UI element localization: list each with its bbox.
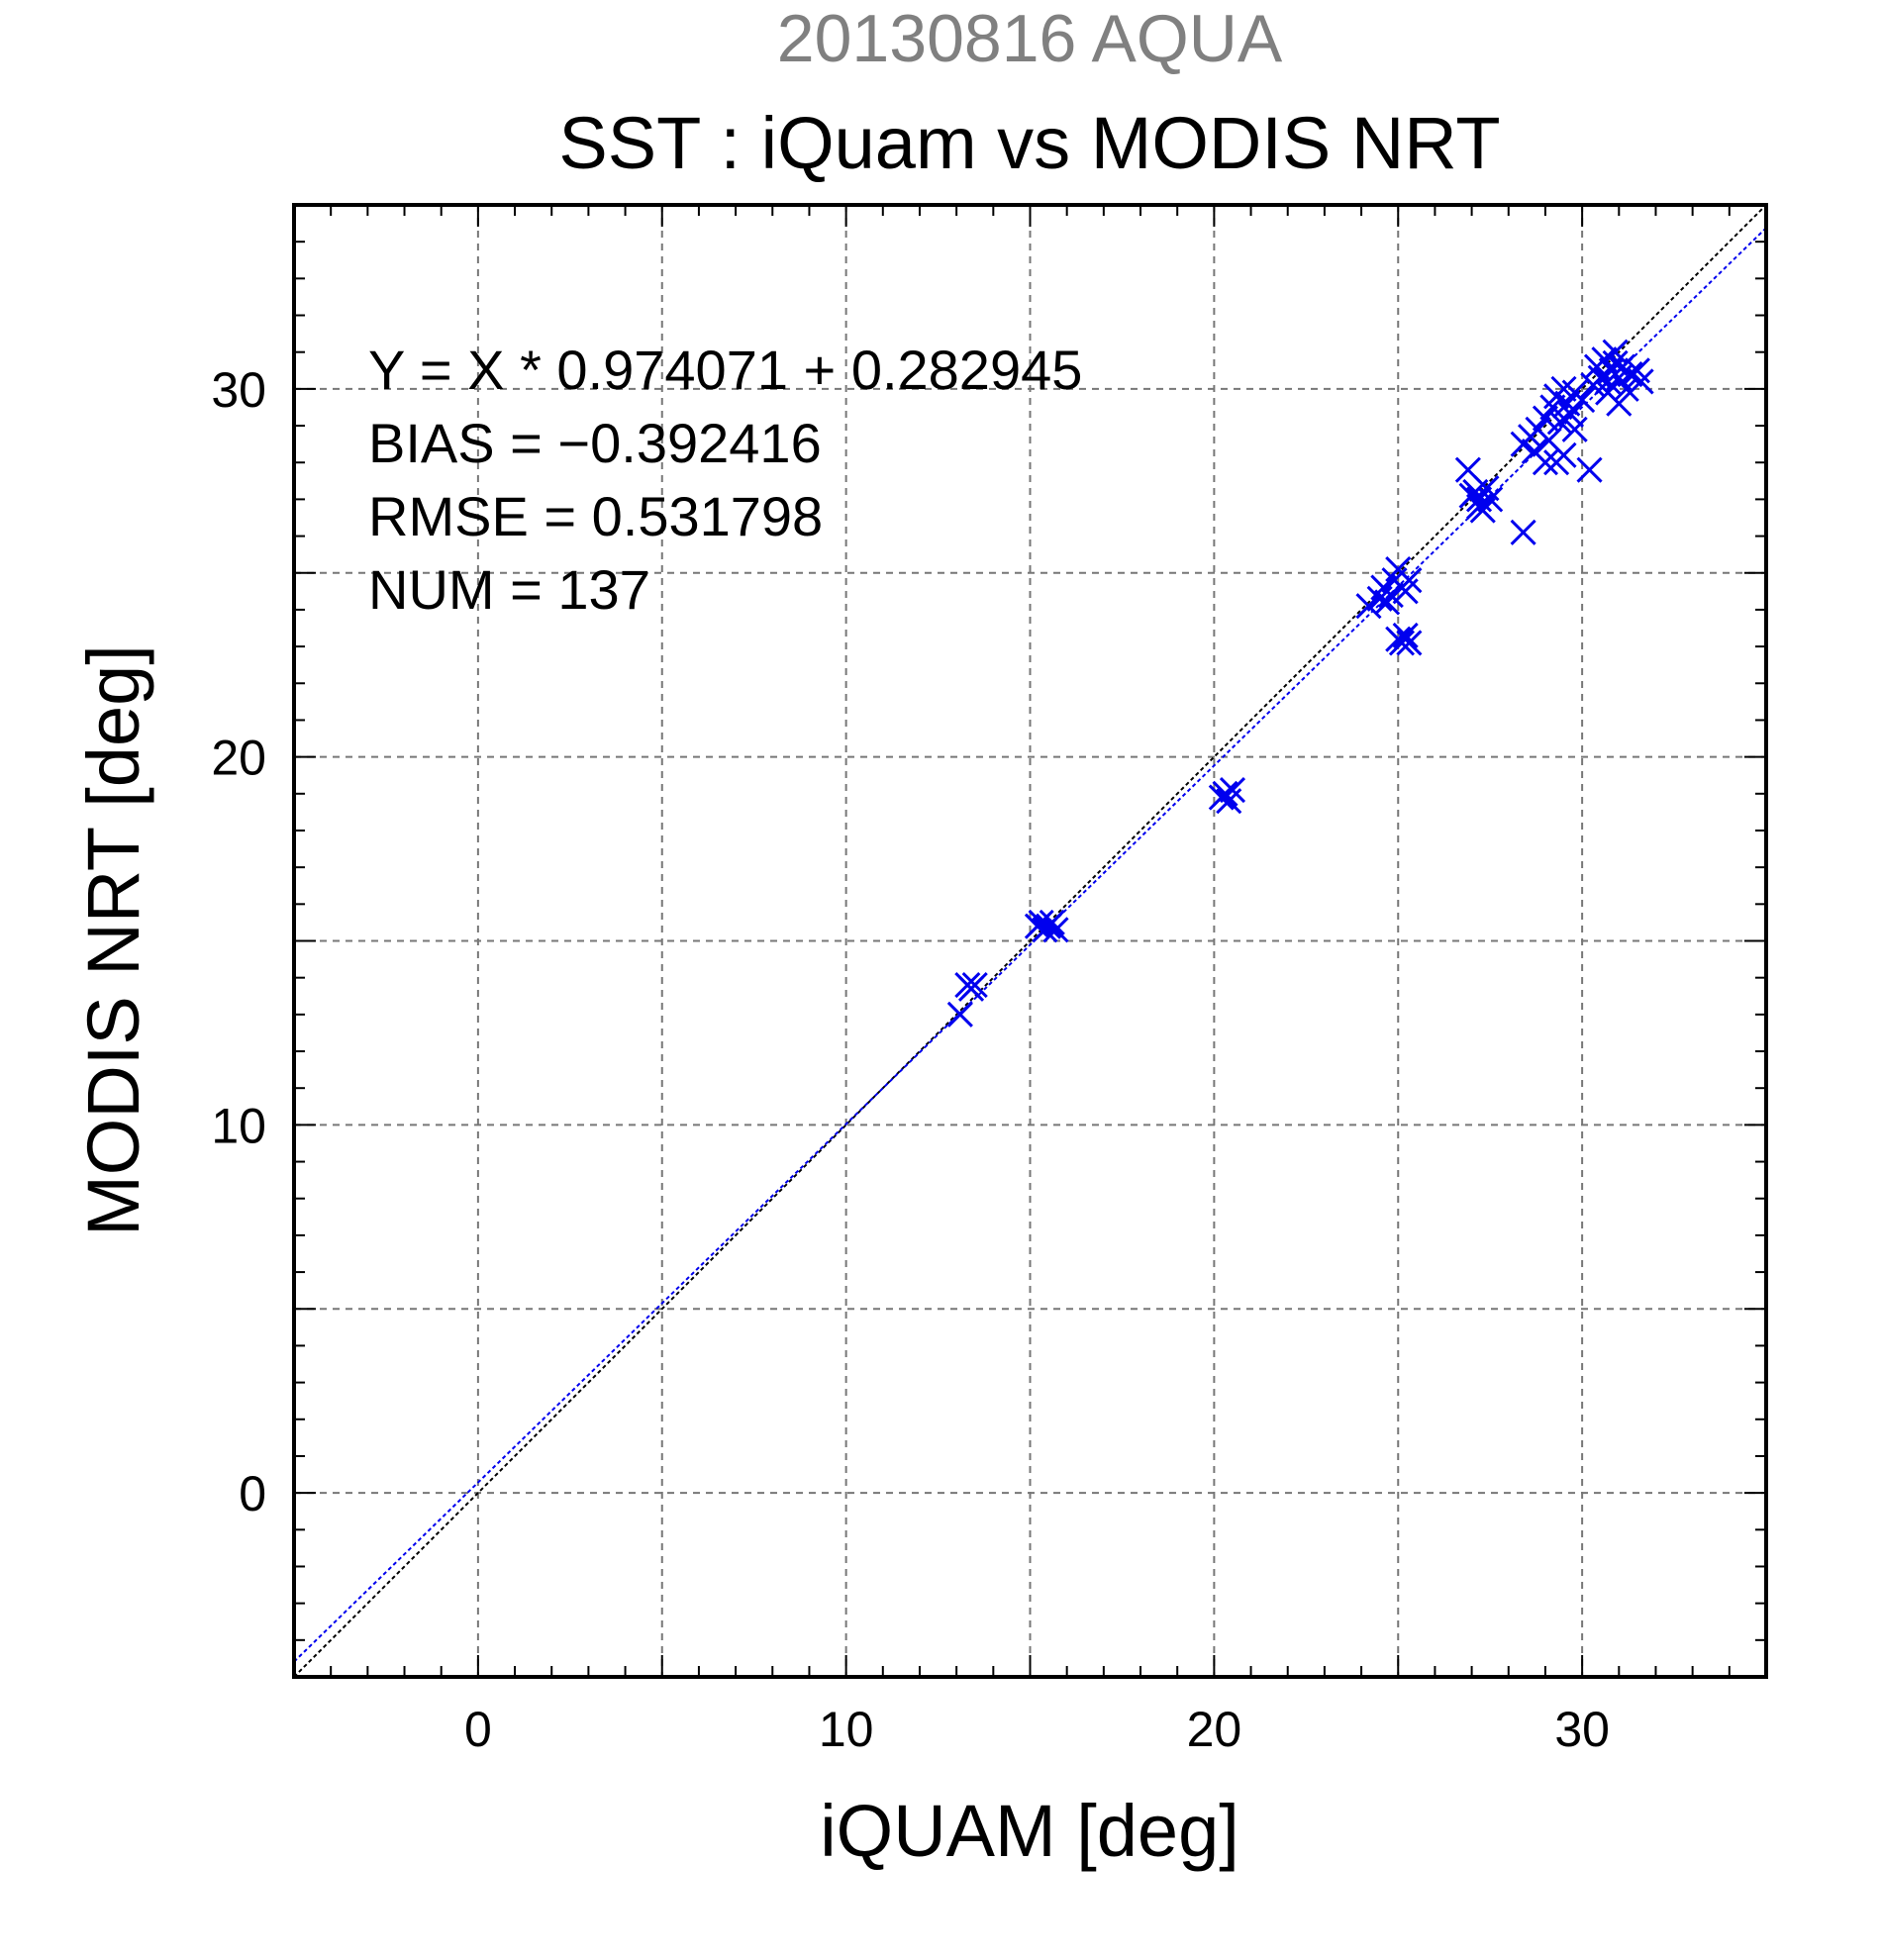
identity-line [294,205,1766,1677]
y-tick-label: 0 [239,1466,266,1521]
data-point [1042,917,1069,943]
reference-lines [294,205,1766,1677]
stats-box: Y = X * 0.974071 + 0.282945 BIAS = −0.39… [368,339,1082,621]
data-point [1392,622,1419,649]
data-point [1546,409,1573,436]
x-tick-label: 20 [1187,1702,1242,1757]
data-point [1595,379,1622,406]
data-point [1028,909,1054,935]
x-tick-label: 10 [819,1702,874,1757]
bias-text: BIAS = −0.392416 [368,412,822,474]
tick-labels: 0 10 20 30 0 10 20 30 [211,362,1610,1757]
data-point [1396,567,1423,594]
fit-line [294,227,1766,1663]
data-point [1039,909,1065,935]
data-point [1374,589,1401,616]
y-tick-label: 10 [211,1098,266,1153]
data-point [1510,519,1536,545]
data-point [961,972,988,999]
num-text: NUM = 137 [368,558,650,621]
data-point [1557,401,1585,428]
data-point [1465,493,1493,520]
x-axis-label: iQUAM [deg] [820,1790,1239,1872]
data-point [1388,630,1416,656]
data-point [1477,486,1504,513]
data-point [1532,405,1559,432]
data-point [946,1001,973,1028]
data-point [1377,581,1404,609]
data-point [1532,449,1559,476]
data-point [1602,349,1629,376]
data-point [1561,416,1588,442]
data-point [1569,386,1596,414]
rmse-text: RMSE = 0.531798 [368,485,823,547]
data-point [1617,360,1643,388]
grid-lines [294,205,1766,1677]
y-axis-label: MODIS NRT [deg] [72,644,154,1236]
data-point [1602,339,1629,365]
x-tick-label: 0 [464,1702,492,1757]
y-tick-label: 20 [211,731,266,786]
regression-text: Y = X * 0.974071 + 0.282945 [368,339,1082,401]
plot-frame [292,203,1768,1679]
x-tick-label: 30 [1554,1702,1610,1757]
data-point [1396,630,1423,656]
date-title: 20130816 AQUA [777,1,1283,76]
chart-title: SST : iQuam vs MODIS NRT [558,102,1500,184]
data-point [1628,368,1654,395]
data-point [1550,441,1577,468]
data-point [1212,780,1238,807]
data-points [946,339,1654,1028]
data-point [1216,788,1242,815]
data-point [1576,456,1603,483]
y-tick-label: 30 [211,362,266,418]
